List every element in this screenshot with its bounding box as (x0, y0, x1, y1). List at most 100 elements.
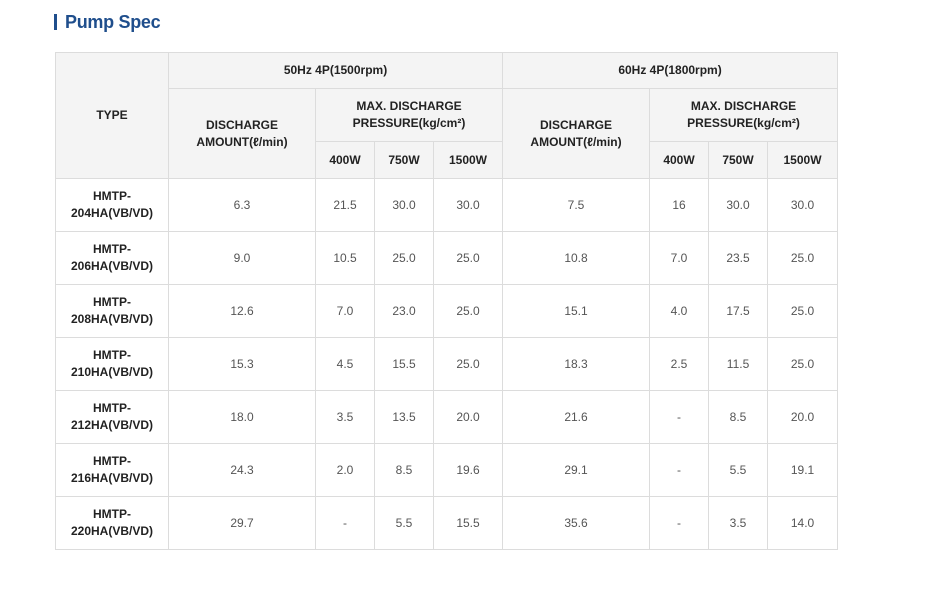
discharge-50hz-cell: 18.0 (168, 390, 316, 444)
discharge-50hz-cell: 12.6 (168, 284, 316, 338)
power-header-400w: 400W (649, 141, 710, 179)
pressure-60hz-400w-cell: 16 (649, 178, 710, 232)
discharge-50hz-cell: 9.0 (168, 231, 316, 285)
pressure-60hz-1500w-cell: 25.0 (767, 337, 839, 391)
type-cell: HMTP- 208HA(VB/VD) (55, 284, 169, 338)
type-cell: HMTP- 206HA(VB/VD) (55, 231, 169, 285)
pressure-60hz-750w-cell: 3.5 (708, 496, 769, 550)
pressure-60hz-1500w-cell: 19.1 (767, 443, 839, 497)
discharge-60hz-cell: 29.1 (502, 443, 651, 497)
discharge-amount-header-60hz: DISCHARGE AMOUNT(ℓ/min) (502, 88, 651, 179)
section-title: Pump Spec (54, 10, 161, 34)
pressure-50hz-1500w-cell: 25.0 (432, 284, 504, 338)
table-row: HMTP- 204HA(VB/VD) 6.3 21.5 30.0 30.0 7.… (55, 178, 839, 232)
pressure-50hz-1500w-cell: 25.0 (432, 231, 504, 285)
discharge-60hz-cell: 10.8 (502, 231, 651, 285)
discharge-60hz-cell: 21.6 (502, 390, 651, 444)
pressure-60hz-750w-cell: 11.5 (708, 337, 769, 391)
pressure-50hz-750w-cell: 5.5 (374, 496, 434, 550)
pressure-50hz-750w-cell: 13.5 (374, 390, 434, 444)
model-code: 220HA(VB/VD) (70, 524, 154, 538)
pressure-50hz-750w-cell: 23.0 (374, 284, 434, 338)
pressure-50hz-1500w-cell: 20.0 (432, 390, 504, 444)
pressure-50hz-400w-cell: 2.0 (315, 443, 375, 497)
model-prefix: HMTP- (93, 295, 131, 309)
pressure-50hz-400w-cell: 10.5 (315, 231, 375, 285)
table-row: HMTP- 212HA(VB/VD) 18.0 3.5 13.5 20.0 21… (55, 390, 839, 444)
power-header-400w: 400W (315, 141, 375, 179)
discharge-60hz-cell: 18.3 (502, 337, 651, 391)
max-discharge-label: MAX. DISCHARGE (690, 99, 797, 113)
model-code: 206HA(VB/VD) (70, 259, 154, 273)
power-header-750w: 750W (708, 141, 769, 179)
pressure-50hz-1500w-cell: 15.5 (432, 496, 504, 550)
model-code: 212HA(VB/VD) (70, 418, 154, 432)
model-prefix: HMTP- (93, 242, 131, 256)
discharge-50hz-cell: 29.7 (168, 496, 316, 550)
group-header-60hz: 60Hz 4P(1800rpm) (502, 52, 839, 89)
pressure-label: PRESSURE(kg/cm²) (687, 116, 800, 130)
type-header: TYPE (55, 52, 169, 179)
pressure-60hz-1500w-cell: 14.0 (767, 496, 839, 550)
group-header-50hz: 50Hz 4P(1500rpm) (167, 52, 504, 89)
model-prefix: HMTP- (93, 401, 131, 415)
discharge-50hz-cell: 6.3 (168, 178, 316, 232)
pressure-60hz-1500w-cell: 30.0 (767, 178, 839, 232)
pressure-50hz-400w-cell: 7.0 (315, 284, 375, 338)
pressure-50hz-400w-cell: 3.5 (315, 390, 375, 444)
model-code: 216HA(VB/VD) (70, 471, 154, 485)
pressure-60hz-750w-cell: 5.5 (708, 443, 769, 497)
discharge-50hz-cell: 24.3 (168, 443, 316, 497)
pump-spec-table: TYPE 50Hz 4P(1500rpm) 60Hz 4P(1800rpm) D… (55, 52, 839, 550)
pressure-60hz-750w-cell: 30.0 (708, 178, 769, 232)
discharge-50hz-cell: 15.3 (168, 337, 316, 391)
pressure-60hz-1500w-cell: 25.0 (767, 284, 839, 338)
pressure-60hz-400w-cell: - (649, 443, 710, 497)
power-header-1500w: 1500W (767, 141, 839, 179)
discharge-60hz-cell: 7.5 (502, 178, 651, 232)
type-cell: HMTP- 216HA(VB/VD) (55, 443, 169, 497)
pressure-label: PRESSURE(kg/cm²) (352, 116, 466, 130)
max-pressure-header-60hz: MAX. DISCHARGE PRESSURE(kg/cm²) (649, 88, 839, 142)
model-code: 210HA(VB/VD) (70, 365, 154, 379)
pressure-50hz-750w-cell: 30.0 (374, 178, 434, 232)
type-cell: HMTP- 212HA(VB/VD) (55, 390, 169, 444)
pressure-50hz-1500w-cell: 25.0 (432, 337, 504, 391)
type-cell: HMTP- 204HA(VB/VD) (55, 178, 169, 232)
table-row: HMTP- 208HA(VB/VD) 12.6 7.0 23.0 25.0 15… (55, 284, 839, 338)
amount-label: AMOUNT(ℓ/min) (196, 134, 288, 149)
pressure-60hz-1500w-cell: 20.0 (767, 390, 839, 444)
model-prefix: HMTP- (93, 454, 131, 468)
pressure-50hz-1500w-cell: 19.6 (432, 443, 504, 497)
pressure-50hz-400w-cell: 21.5 (315, 178, 375, 232)
model-code: 208HA(VB/VD) (70, 312, 154, 326)
type-cell: HMTP- 210HA(VB/VD) (55, 337, 169, 391)
model-code: 204HA(VB/VD) (70, 206, 154, 220)
discharge-label: DISCHARGE (540, 117, 613, 132)
pressure-60hz-400w-cell: 2.5 (649, 337, 710, 391)
pressure-60hz-750w-cell: 8.5 (708, 390, 769, 444)
pressure-50hz-750w-cell: 8.5 (374, 443, 434, 497)
pressure-50hz-400w-cell: 4.5 (315, 337, 375, 391)
pressure-60hz-400w-cell: - (649, 390, 710, 444)
discharge-amount-header-50hz: DISCHARGE AMOUNT(ℓ/min) (168, 88, 316, 179)
table-row: HMTP- 220HA(VB/VD) 29.7 - 5.5 15.5 35.6 … (55, 496, 839, 550)
pressure-60hz-400w-cell: 7.0 (649, 231, 710, 285)
max-discharge-label: MAX. DISCHARGE (356, 99, 462, 113)
discharge-label: DISCHARGE (205, 117, 278, 132)
pressure-60hz-750w-cell: 23.5 (708, 231, 769, 285)
pressure-50hz-1500w-cell: 30.0 (432, 178, 504, 232)
pressure-50hz-750w-cell: 25.0 (374, 231, 434, 285)
model-prefix: HMTP- (93, 348, 131, 362)
table-row: HMTP- 206HA(VB/VD) 9.0 10.5 25.0 25.0 10… (55, 231, 839, 285)
type-cell: HMTP- 220HA(VB/VD) (55, 496, 169, 550)
amount-label: AMOUNT(ℓ/min) (530, 134, 622, 149)
pressure-50hz-400w-cell: - (315, 496, 375, 550)
pressure-60hz-400w-cell: 4.0 (649, 284, 710, 338)
pressure-60hz-1500w-cell: 25.0 (767, 231, 839, 285)
pressure-60hz-750w-cell: 17.5 (708, 284, 769, 338)
table-row: HMTP- 216HA(VB/VD) 24.3 2.0 8.5 19.6 29.… (55, 443, 839, 497)
pressure-60hz-400w-cell: - (649, 496, 710, 550)
model-prefix: HMTP- (93, 189, 131, 203)
page-title: Pump Spec (65, 11, 161, 32)
